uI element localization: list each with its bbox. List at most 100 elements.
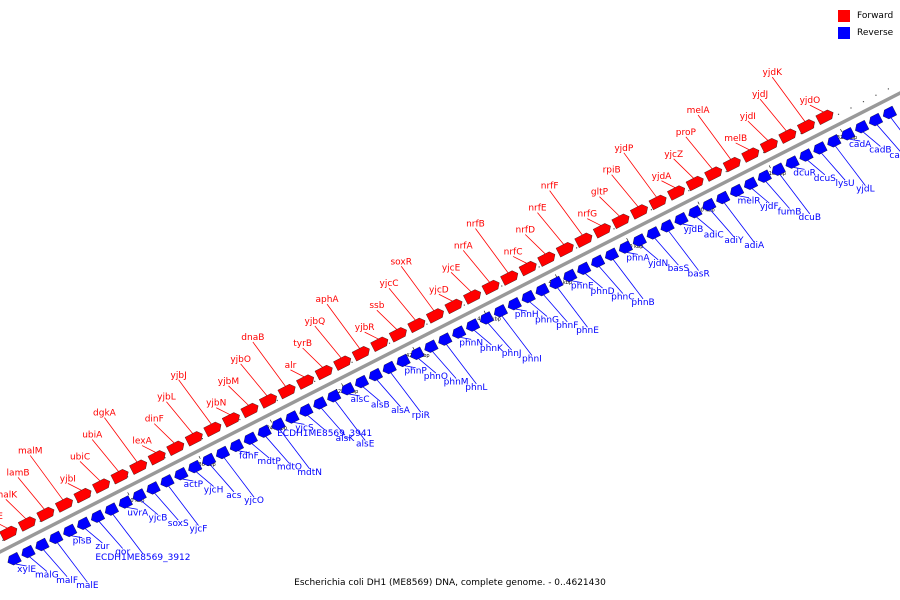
- leader-line: [759, 98, 787, 132]
- gene-adic: [688, 205, 703, 219]
- gene-label-nrfd: nrfD: [516, 225, 536, 235]
- gene-label-yjco: yjcO: [244, 496, 264, 506]
- gene-yjbj: [203, 421, 222, 438]
- gene-arrow: [174, 467, 189, 481]
- gene-xyle: [7, 552, 22, 566]
- gene-arrow: [730, 183, 745, 198]
- gene-mdtn: [271, 417, 286, 431]
- gene-label-rpir: rpiR: [412, 411, 430, 421]
- leader-line: [314, 325, 342, 359]
- gene-plsb: [63, 523, 78, 538]
- leader-line: [821, 153, 846, 181]
- gene-basr: [660, 219, 675, 233]
- gene-label-yjdk: yjdK: [763, 68, 784, 78]
- gene-label-nrfe: nrfE: [528, 204, 547, 214]
- leader-line: [571, 280, 583, 284]
- gene-arrow: [646, 226, 661, 240]
- minor-tick: [837, 113, 840, 115]
- gene-arrow: [104, 502, 119, 516]
- major-tick: [127, 492, 130, 496]
- gene-arrow: [424, 339, 439, 353]
- gene-label-phnp: phnP: [404, 367, 427, 377]
- gene-arrow: [438, 332, 453, 346]
- gene-yjco: [216, 445, 231, 460]
- gene-yjcs: [285, 410, 300, 424]
- leader-line: [611, 174, 639, 207]
- gene-alse: [327, 389, 342, 403]
- minor-tick: [887, 88, 890, 90]
- major-tick: [697, 201, 700, 205]
- leader-line: [654, 237, 679, 266]
- gene-arrow: [410, 346, 425, 360]
- gene-arrow: [129, 459, 148, 475]
- gene-dcur: [785, 155, 800, 169]
- gene-arrow: [537, 251, 556, 267]
- gene-label-qor: qor: [115, 547, 130, 557]
- gene-acs: [202, 452, 217, 467]
- leader-line: [460, 337, 472, 340]
- gene-yjbm: [240, 402, 259, 419]
- gene-arrow: [271, 417, 286, 431]
- gene-arrow: [716, 190, 731, 205]
- leader-line: [696, 216, 714, 232]
- gene-label-cadc: cadC: [889, 151, 900, 161]
- genome-backbone: [0, 91, 900, 554]
- gene-prop: [704, 166, 723, 182]
- gene-phne: [563, 268, 578, 283]
- gene-arrow: [535, 282, 550, 297]
- minor-tick: [314, 380, 316, 382]
- major-tick: [483, 310, 486, 314]
- leader-line: [290, 369, 305, 378]
- gene-gltp: [611, 213, 630, 229]
- leader-line: [178, 379, 212, 425]
- gene-arrow: [351, 346, 370, 362]
- gene-fumb: [757, 169, 772, 183]
- leader-line: [438, 293, 453, 302]
- gene-label-malm: malM: [18, 446, 43, 456]
- leader-line: [67, 483, 82, 491]
- gene-label-plsb: plsB: [73, 537, 92, 547]
- gene-label-alsb: alsB: [371, 400, 390, 410]
- leader-line: [302, 347, 323, 368]
- gene-label-bass: basS: [668, 264, 690, 274]
- leader-line: [404, 365, 416, 369]
- gene-malm: [55, 497, 73, 513]
- leader-line: [543, 294, 568, 323]
- gene-label-male: malE: [76, 581, 99, 591]
- gene-ubic: [92, 478, 110, 494]
- gene-mdtp: [243, 431, 258, 445]
- gene-arrow: [759, 138, 778, 154]
- gene-apha: [351, 346, 370, 362]
- minor-tick: [164, 457, 166, 459]
- gene-arrow: [493, 304, 508, 318]
- strand-legend: Forward Reverse: [838, 8, 893, 42]
- leader-line: [738, 195, 750, 199]
- gene-cadc: [869, 112, 884, 127]
- gene-arrow: [660, 219, 675, 233]
- gene-label-yjda: yjdA: [652, 172, 673, 182]
- gene-label-phne: phnE: [576, 326, 599, 336]
- gene-yjch: [188, 459, 203, 474]
- leader-line: [876, 124, 900, 152]
- gene-arrow: [674, 212, 689, 226]
- gene-yjdj: [778, 128, 797, 144]
- leader-line: [168, 485, 199, 526]
- gene-yjdo: [815, 109, 834, 125]
- gene-nrfe: [555, 242, 574, 258]
- gene-dinf: [166, 440, 185, 456]
- leader-line: [446, 344, 477, 385]
- gene-arrow: [563, 268, 578, 283]
- leader-line: [418, 358, 437, 374]
- gene-labels: psiE malK lamB malM yjbI ubiC ubiA dgkA lexA dinF…: [0, 68, 900, 591]
- gene-arrow: [166, 440, 185, 456]
- tick-label: 4300 kbp: [691, 208, 715, 214]
- major-tick: [768, 165, 771, 169]
- gene-label-malg: malG: [35, 570, 59, 580]
- leader-line: [79, 461, 101, 482]
- gene-adia: [716, 190, 731, 205]
- gene-label-nrff: nrfF: [541, 182, 559, 192]
- gene-fdhf: [229, 438, 244, 453]
- gene-label-cada: cadA: [849, 140, 872, 150]
- gene-arrow: [426, 308, 444, 324]
- gene-yjda: [667, 185, 685, 201]
